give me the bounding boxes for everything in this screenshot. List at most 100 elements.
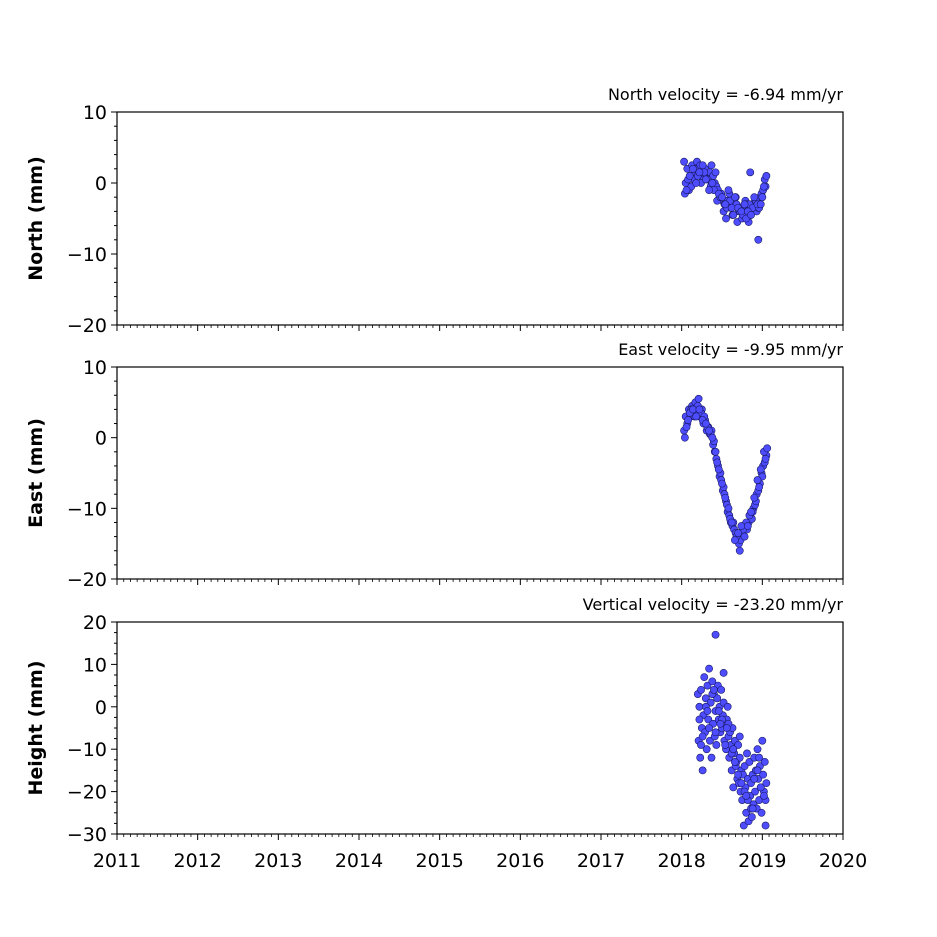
east-data-point [753, 476, 762, 484]
east-data-point [713, 458, 722, 467]
height-y-tick-label: −20 [67, 782, 107, 804]
height-data-point [695, 702, 704, 711]
north-data-point [737, 207, 746, 216]
east-data-point [750, 493, 759, 502]
height-data-point [717, 685, 726, 694]
height-panel: 20 10 0 −10 −20 −30 2011 2012 2013 2014 2015 2016 20… [25, 595, 867, 872]
north-data-point [707, 161, 716, 170]
east-data-point [695, 405, 704, 414]
east-data-point [684, 416, 693, 424]
x-tick-label: 2017 [577, 850, 625, 872]
east-data-point [737, 522, 746, 530]
x-tick-label: 2013 [254, 850, 302, 872]
x-tick-label: 2011 [93, 850, 141, 872]
height-data-point [714, 707, 723, 715]
east-data-point [701, 419, 710, 428]
x-tick-label: 2020 [819, 850, 867, 872]
height-data-point [735, 732, 744, 741]
height-data-point [698, 766, 707, 775]
north-data-point [721, 200, 730, 209]
height-velocity-label: Vertical velocity = -23.20 mm/yr [583, 595, 844, 614]
east-data-point [727, 518, 736, 527]
east-data-point [724, 504, 733, 513]
east-data-point [694, 394, 703, 403]
height-data-point [755, 753, 764, 762]
height-data-point [731, 758, 739, 766]
north-data-point [680, 157, 688, 166]
x-tick-label: 2019 [738, 850, 786, 872]
north-data-point [756, 200, 765, 209]
east-data-point [743, 522, 752, 530]
height-data-point [756, 783, 765, 792]
north-panel: 10 0 −10 −20 North velocity = -6.94 mm/yr Nor… [25, 85, 844, 337]
height-data-point [753, 745, 762, 754]
height-data-point [705, 724, 713, 732]
height-data-point [761, 821, 770, 830]
height-data-point [703, 707, 712, 715]
north-data-point [760, 182, 768, 191]
height-data-point [698, 732, 707, 741]
north-data-point [729, 211, 738, 219]
north-data-point [689, 164, 697, 173]
north-velocity-label: North velocity = -6.94 mm/yr [608, 85, 843, 104]
north-data-point [722, 214, 730, 223]
east-data-point [711, 447, 720, 456]
height-data-point [760, 791, 768, 800]
east-y-tick-label: 10 [83, 357, 107, 379]
x-tick-label: 2018 [657, 850, 705, 872]
east-data-point [682, 423, 691, 431]
height-data-point [758, 736, 767, 745]
height-data-point [742, 791, 751, 800]
height-data-point [712, 741, 721, 749]
north-data-point [758, 193, 767, 202]
height-data-point [721, 741, 730, 749]
height-data-point [710, 685, 718, 694]
east-data-point [755, 483, 764, 492]
height-data-point [707, 753, 716, 762]
height-data-point [705, 664, 713, 673]
north-data-point [698, 161, 707, 170]
x-tick-label: 2014 [335, 850, 383, 872]
north-data-point [762, 171, 771, 180]
north-data-point [705, 186, 713, 194]
east-data-point [721, 493, 730, 502]
east-data-point [692, 412, 701, 421]
height-data-point [747, 813, 756, 821]
height-y-axis-title: Height (mm) [25, 660, 47, 795]
north-data-point [718, 193, 726, 202]
height-data-point [722, 724, 731, 732]
north-data-point [695, 168, 704, 177]
height-data-point [716, 719, 725, 728]
east-data-point [763, 444, 772, 453]
height-data-point [711, 728, 720, 737]
north-data-point [731, 193, 739, 202]
height-data-point [753, 766, 762, 775]
height-data-point [743, 749, 751, 758]
north-data-point [727, 203, 736, 212]
east-points [680, 394, 772, 555]
north-data-point [754, 235, 763, 244]
north-data-point [685, 171, 694, 180]
height-y-tick-label: 20 [83, 612, 107, 634]
height-data-point [750, 774, 759, 783]
east-data-point [705, 426, 713, 435]
east-velocity-label: East velocity = -9.95 mm/yr [618, 340, 843, 359]
height-y-tick-label: −10 [67, 739, 107, 761]
east-data-point [747, 507, 755, 516]
height-data-point [711, 630, 720, 639]
height-data-point [702, 745, 711, 754]
height-data-point [695, 715, 704, 724]
height-data-point [723, 702, 732, 711]
north-data-point [746, 168, 755, 177]
north-y-tick-label: 0 [95, 173, 107, 195]
east-data-point [740, 532, 749, 541]
east-y-tick-label: −10 [67, 498, 107, 520]
east-data-point [756, 465, 765, 474]
north-y-tick-label: −10 [67, 244, 107, 266]
height-data-point [737, 779, 746, 788]
east-data-point [689, 405, 697, 414]
north-points [680, 157, 771, 244]
north-data-point [747, 211, 755, 219]
east-y-tick-label: 0 [95, 428, 107, 450]
